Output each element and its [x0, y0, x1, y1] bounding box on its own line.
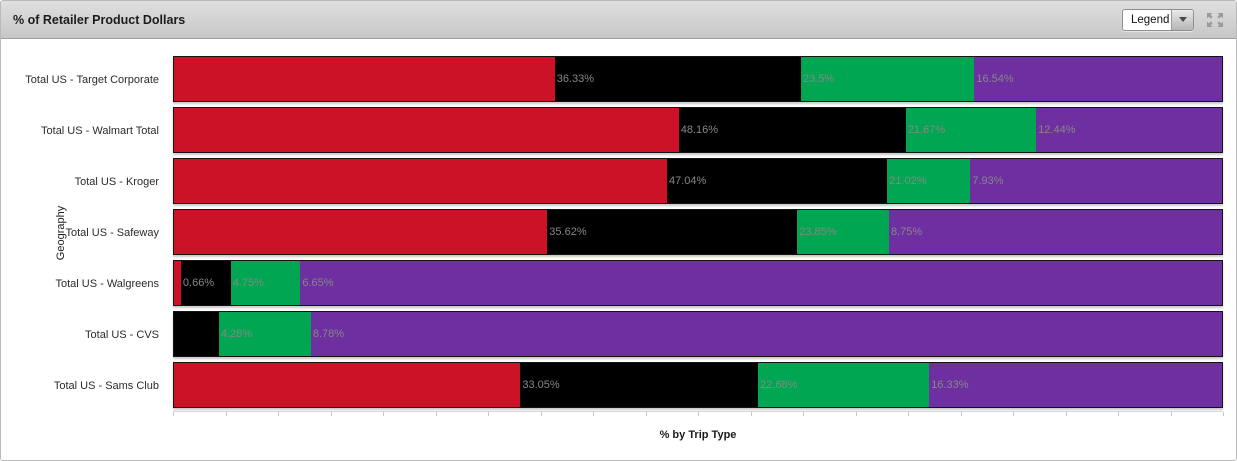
bar-segment-series-red[interactable] [174, 159, 667, 203]
bar-segment-series-black[interactable] [180, 261, 231, 305]
y-axis-label: Total US - Walgreens [55, 277, 159, 290]
expand-icon[interactable] [1206, 12, 1224, 28]
chart-body: Geography Total US - Target Corporate 36.… [1, 39, 1236, 460]
bar-segment-series-green[interactable] [230, 261, 301, 305]
x-axis-tick [960, 412, 962, 416]
x-axis-tick [435, 412, 437, 416]
x-axis-tick [225, 412, 227, 416]
four-corner-arrows-icon [1207, 12, 1223, 27]
chart-row: Total US - Safeway 35.62% 23.85% 8.75% [1, 207, 1236, 258]
x-axis-ticks [173, 411, 1224, 417]
chevron-down-icon [1178, 17, 1187, 22]
x-axis-tick [855, 412, 857, 416]
stacked-bar[interactable]: 35.62% 23.85% 8.75% [173, 209, 1223, 255]
stacked-bar[interactable]: 0.66% 4.75% 6.65% [173, 260, 1223, 306]
chart-row: Total US - CVS 4.28% 8.78% [1, 309, 1236, 360]
stacked-bar[interactable]: 36.33% 23.5% 16.54% [173, 56, 1223, 102]
bar-segment-series-black[interactable] [547, 210, 798, 254]
bar-segment-series-green[interactable] [218, 312, 311, 356]
y-axis-label: Total US - CVS [85, 328, 159, 341]
bar-segment-series-black[interactable] [174, 312, 219, 356]
bar-segment-series-black[interactable] [666, 159, 888, 203]
bar-segment-series-red[interactable] [174, 261, 181, 305]
x-axis-tick [173, 412, 174, 416]
bar-segment-series-red[interactable] [174, 363, 521, 407]
x-axis-tick [593, 412, 594, 416]
bar-segment-series-purple[interactable] [970, 159, 1222, 203]
x-axis-tick [1170, 412, 1172, 416]
x-axis-tick [278, 412, 279, 416]
x-axis-tick [908, 412, 909, 416]
bar-segment-series-green[interactable] [801, 57, 975, 101]
legend-dropdown-value: Legend [1131, 13, 1170, 26]
stacked-bar[interactable]: 47.04% 21.02% 7.93% [173, 158, 1223, 204]
chart-row: Total US - Walmart Total 48.16% 21.67% 12.4… [1, 105, 1236, 156]
x-axis-tick [488, 412, 489, 416]
legend-dropdown-button[interactable] [1171, 9, 1193, 30]
bar-segment-series-black[interactable] [520, 363, 759, 407]
x-axis-tick [330, 412, 332, 416]
bar-segment-series-purple[interactable] [929, 363, 1222, 407]
bar-segment-series-red[interactable] [174, 108, 679, 152]
stacked-bar[interactable]: 48.16% 21.67% 12.44% [173, 107, 1223, 153]
bar-segment-series-red[interactable] [174, 210, 548, 254]
x-axis-tick [383, 412, 384, 416]
y-axis-label: Total US - Safeway [65, 226, 159, 239]
x-axis-tick [645, 412, 647, 416]
bar-segment-series-green[interactable] [905, 108, 1037, 152]
x-axis-tick [1223, 412, 1224, 416]
bar-segment-series-red[interactable] [174, 57, 555, 101]
bar-segment-series-black[interactable] [554, 57, 801, 101]
x-axis-tick [803, 412, 804, 416]
chart-row: Total US - Sams Club 33.05% 22.68% 16.33% [1, 360, 1236, 411]
header-controls: Legend [1122, 8, 1224, 31]
bar-segment-series-purple[interactable] [310, 312, 1222, 356]
bar-segment-series-purple[interactable] [1036, 108, 1222, 152]
bar-segment-series-green[interactable] [758, 363, 930, 407]
chart-header: % of Retailer Product Dollars Legend [1, 1, 1236, 39]
chart-row: Total US - Kroger 47.04% 21.02% 7.93% [1, 156, 1236, 207]
stacked-bar[interactable]: 33.05% 22.68% 16.33% [173, 362, 1223, 408]
bar-segment-series-purple[interactable] [974, 57, 1222, 101]
bar-segment-series-black[interactable] [678, 108, 906, 152]
stacked-bar[interactable]: 4.28% 8.78% [173, 311, 1223, 357]
x-axis-tick [540, 412, 542, 416]
bar-segment-series-green[interactable] [797, 210, 889, 254]
chart-row: Total US - Walgreens 0.66% 4.75% 6.65% [1, 258, 1236, 309]
chart-title: % of Retailer Product Dollars [13, 12, 186, 27]
y-axis-label: Total US - Target Corporate [25, 73, 159, 86]
chart-row: Total US - Target Corporate 36.33% 23.5% 16… [1, 54, 1236, 105]
x-axis-tick [1013, 412, 1014, 416]
bar-segment-series-green[interactable] [887, 159, 971, 203]
x-axis-tick [1118, 412, 1119, 416]
y-axis-label: Total US - Sams Club [53, 379, 159, 392]
x-axis-tick [750, 412, 752, 416]
x-axis-tick [1065, 412, 1067, 416]
y-axis-label: Total US - Kroger [74, 175, 159, 188]
bar-segment-series-purple[interactable] [300, 261, 1222, 305]
plot-area: Total US - Target Corporate 36.33% 23.5% 16… [1, 54, 1236, 411]
x-axis-tick [698, 412, 699, 416]
bar-segment-series-purple[interactable] [888, 210, 1222, 254]
legend-dropdown[interactable]: Legend [1122, 8, 1194, 31]
x-axis-title: % by Trip Type [659, 429, 737, 441]
y-axis-label: Total US - Walmart Total [41, 124, 159, 137]
